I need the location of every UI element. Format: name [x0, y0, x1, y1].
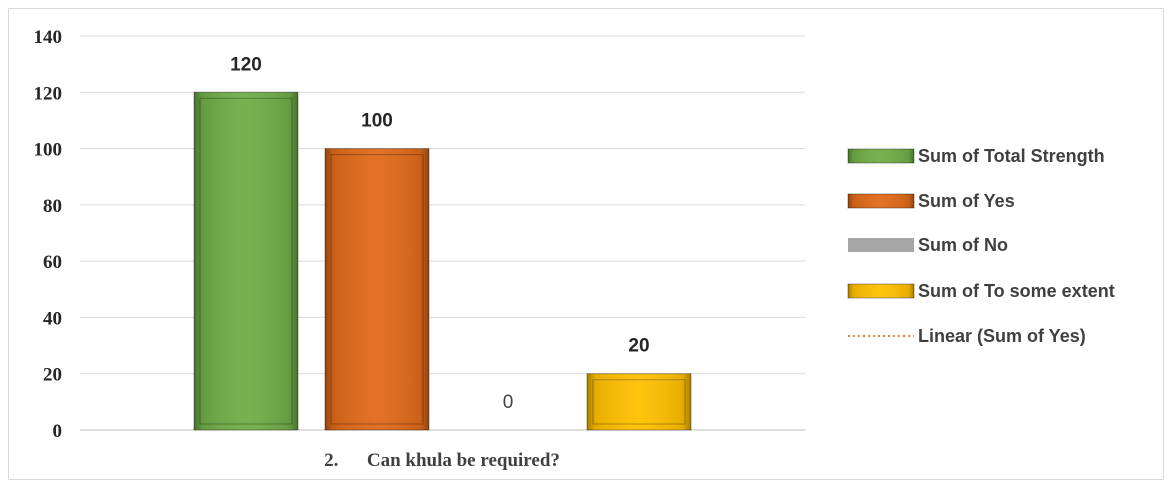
y-tick-label: 0 — [53, 421, 63, 442]
legend-swatch — [848, 238, 914, 252]
bar-inner-edge — [592, 379, 686, 425]
y-tick-label: 80 — [43, 196, 62, 217]
data-label: 100 — [361, 111, 393, 132]
gridlines — [80, 35, 805, 431]
y-tick-label: 20 — [43, 365, 62, 386]
bar-sum-of-to-some-extent — [586, 373, 692, 431]
legend-label: Sum of Total Strength — [918, 146, 1105, 166]
y-axis: 0 20 40 60 80 100 120 140 — [34, 27, 63, 442]
y-tick-label: 40 — [43, 308, 62, 329]
legend-item-sum-of-yes: Sum of Yes — [847, 191, 1015, 211]
y-tick-label: 140 — [34, 27, 63, 48]
legend-item-sum-of-to-some-extent: Sum of To some extent — [847, 281, 1115, 301]
data-label: 0 — [503, 392, 514, 413]
legend-label: Linear (Sum of Yes) — [918, 326, 1086, 346]
bars — [193, 91, 692, 431]
legend-label: Sum of Yes — [918, 191, 1015, 211]
data-label: 120 — [230, 54, 262, 75]
y-tick-label: 120 — [34, 83, 63, 104]
legend-swatch-bevel — [848, 194, 914, 208]
bar-sum-of-yes — [324, 148, 430, 431]
x-axis: 2. Can khula be required? — [324, 450, 560, 471]
data-label: 20 — [628, 336, 649, 357]
bar-inner-edge — [199, 97, 293, 425]
legend-item-linear-sum-of-yes: Linear (Sum of Yes) — [848, 326, 1086, 346]
y-tick-label: 100 — [34, 140, 63, 161]
bar-bevel — [325, 148, 429, 431]
legend-label: Sum of No — [918, 235, 1008, 255]
data-labels: 120 100 0 20 — [230, 54, 649, 413]
legend-item-sum-of-total-strength: Sum of Total Strength — [847, 146, 1105, 166]
bar-bevel — [587, 373, 691, 430]
legend-swatch-bevel — [848, 149, 914, 163]
legend-label: Sum of To some extent — [918, 281, 1115, 301]
category-label: 2. Can khula be required? — [324, 450, 560, 471]
bar-sum-of-total-strength — [193, 91, 299, 431]
bar-bevel — [194, 92, 298, 431]
legend-swatch-bevel — [848, 284, 914, 298]
y-tick-label: 60 — [43, 252, 62, 273]
legend: Sum of Total Strength Sum of Yes Sum of No… — [847, 146, 1115, 346]
legend-item-sum-of-no: Sum of No — [848, 235, 1008, 255]
bar-inner-edge — [330, 154, 424, 425]
